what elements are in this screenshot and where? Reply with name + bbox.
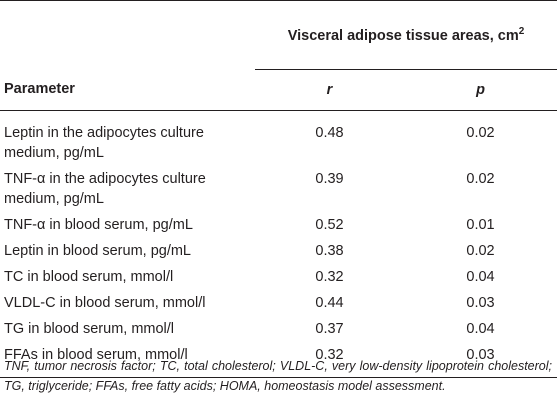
p-value-cell: 0.03 [466, 294, 495, 311]
parameter-line: Leptin in the adipocytes culture [4, 124, 204, 141]
p-value-cell: 0.03 [404, 338, 557, 378]
table-row: VLDL-C in blood serum, mmol/l 0.44 0.03 [0, 287, 557, 313]
table-row: TG in blood serum, mmol/l 0.37 0.04 [0, 313, 557, 339]
parameter-line: medium, pg/mL [4, 190, 104, 207]
table-row: TC in blood serum, mmol/l 0.32 0.04 [0, 261, 557, 287]
table-row: Leptin in blood serum, pg/mL 0.38 0.02 [0, 235, 557, 261]
parameter-cell: TC in blood serum, mmol/l [4, 268, 174, 285]
table-row: FFAs in blood serum, mmol/l 0.32 0.03 [0, 338, 557, 378]
correlation-table: Visceral adipose tissue areas, cm2 Param… [0, 0, 557, 378]
p-value-cell: 0.04 [466, 268, 495, 285]
r-value-cell: 0.38 [315, 242, 344, 259]
p-value-cell: 0.01 [466, 216, 495, 233]
header-empty-cell [0, 0, 255, 69]
parameter-cell: TG in blood serum, mmol/l [4, 320, 175, 337]
r-value-cell: 0.39 [315, 170, 344, 187]
header-row-group: Visceral adipose tissue areas, cm2 [0, 0, 557, 70]
parameter-cell: TNF-α in the adipocytes culture medium, p… [0, 163, 255, 209]
results-table-container: Visceral adipose tissue areas, cm2 Param… [0, 0, 557, 378]
p-value-cell: 0.04 [466, 320, 495, 337]
parameter-line: medium, pg/mL [4, 144, 104, 161]
parameter-cell: Leptin in the adipocytes culture medium, … [0, 110, 255, 163]
r-value-cell: 0.37 [315, 320, 344, 337]
r-value-cell: 0.44 [315, 294, 344, 311]
group-header-text: Visceral adipose tissue areas, cm [287, 27, 519, 44]
table-row: TNF-α in blood serum, pg/mL 0.52 0.01 [0, 209, 557, 235]
r-value-cell: 0.52 [315, 216, 344, 233]
column-header-p: p [404, 69, 557, 111]
r-value-cell: 0.32 [315, 268, 344, 285]
parameter-line: TNF-α in the adipocytes culture [4, 170, 206, 187]
r-value-cell: 0.32 [255, 338, 404, 378]
table-footnote: TNF, tumor necrosis factor; TC, total ch… [4, 359, 552, 393]
r-value-cell: 0.48 [315, 124, 344, 141]
parameter-cell: FFAs in blood serum, mmol/l [0, 338, 255, 378]
column-header-parameter: Parameter [0, 69, 255, 111]
parameter-cell: VLDL-C in blood serum, mmol/l [4, 294, 206, 311]
group-header-superscript: 2 [518, 25, 525, 37]
parameter-cell: Leptin in blood serum, pg/mL [4, 242, 191, 259]
header-row-columns: Parameter r p [0, 69, 557, 111]
column-header-r: r [255, 69, 404, 111]
p-value-cell: 0.02 [466, 124, 495, 141]
parameter-cell: TNF-α in blood serum, pg/mL [4, 216, 193, 233]
table-row: TNF-α in the adipocytes culture medium, p… [0, 163, 557, 209]
p-value-cell: 0.02 [466, 242, 495, 259]
group-header: Visceral adipose tissue areas, cm2 [255, 0, 557, 70]
p-value-cell: 0.02 [466, 170, 495, 187]
table-row: Leptin in the adipocytes culture medium, … [0, 110, 557, 163]
